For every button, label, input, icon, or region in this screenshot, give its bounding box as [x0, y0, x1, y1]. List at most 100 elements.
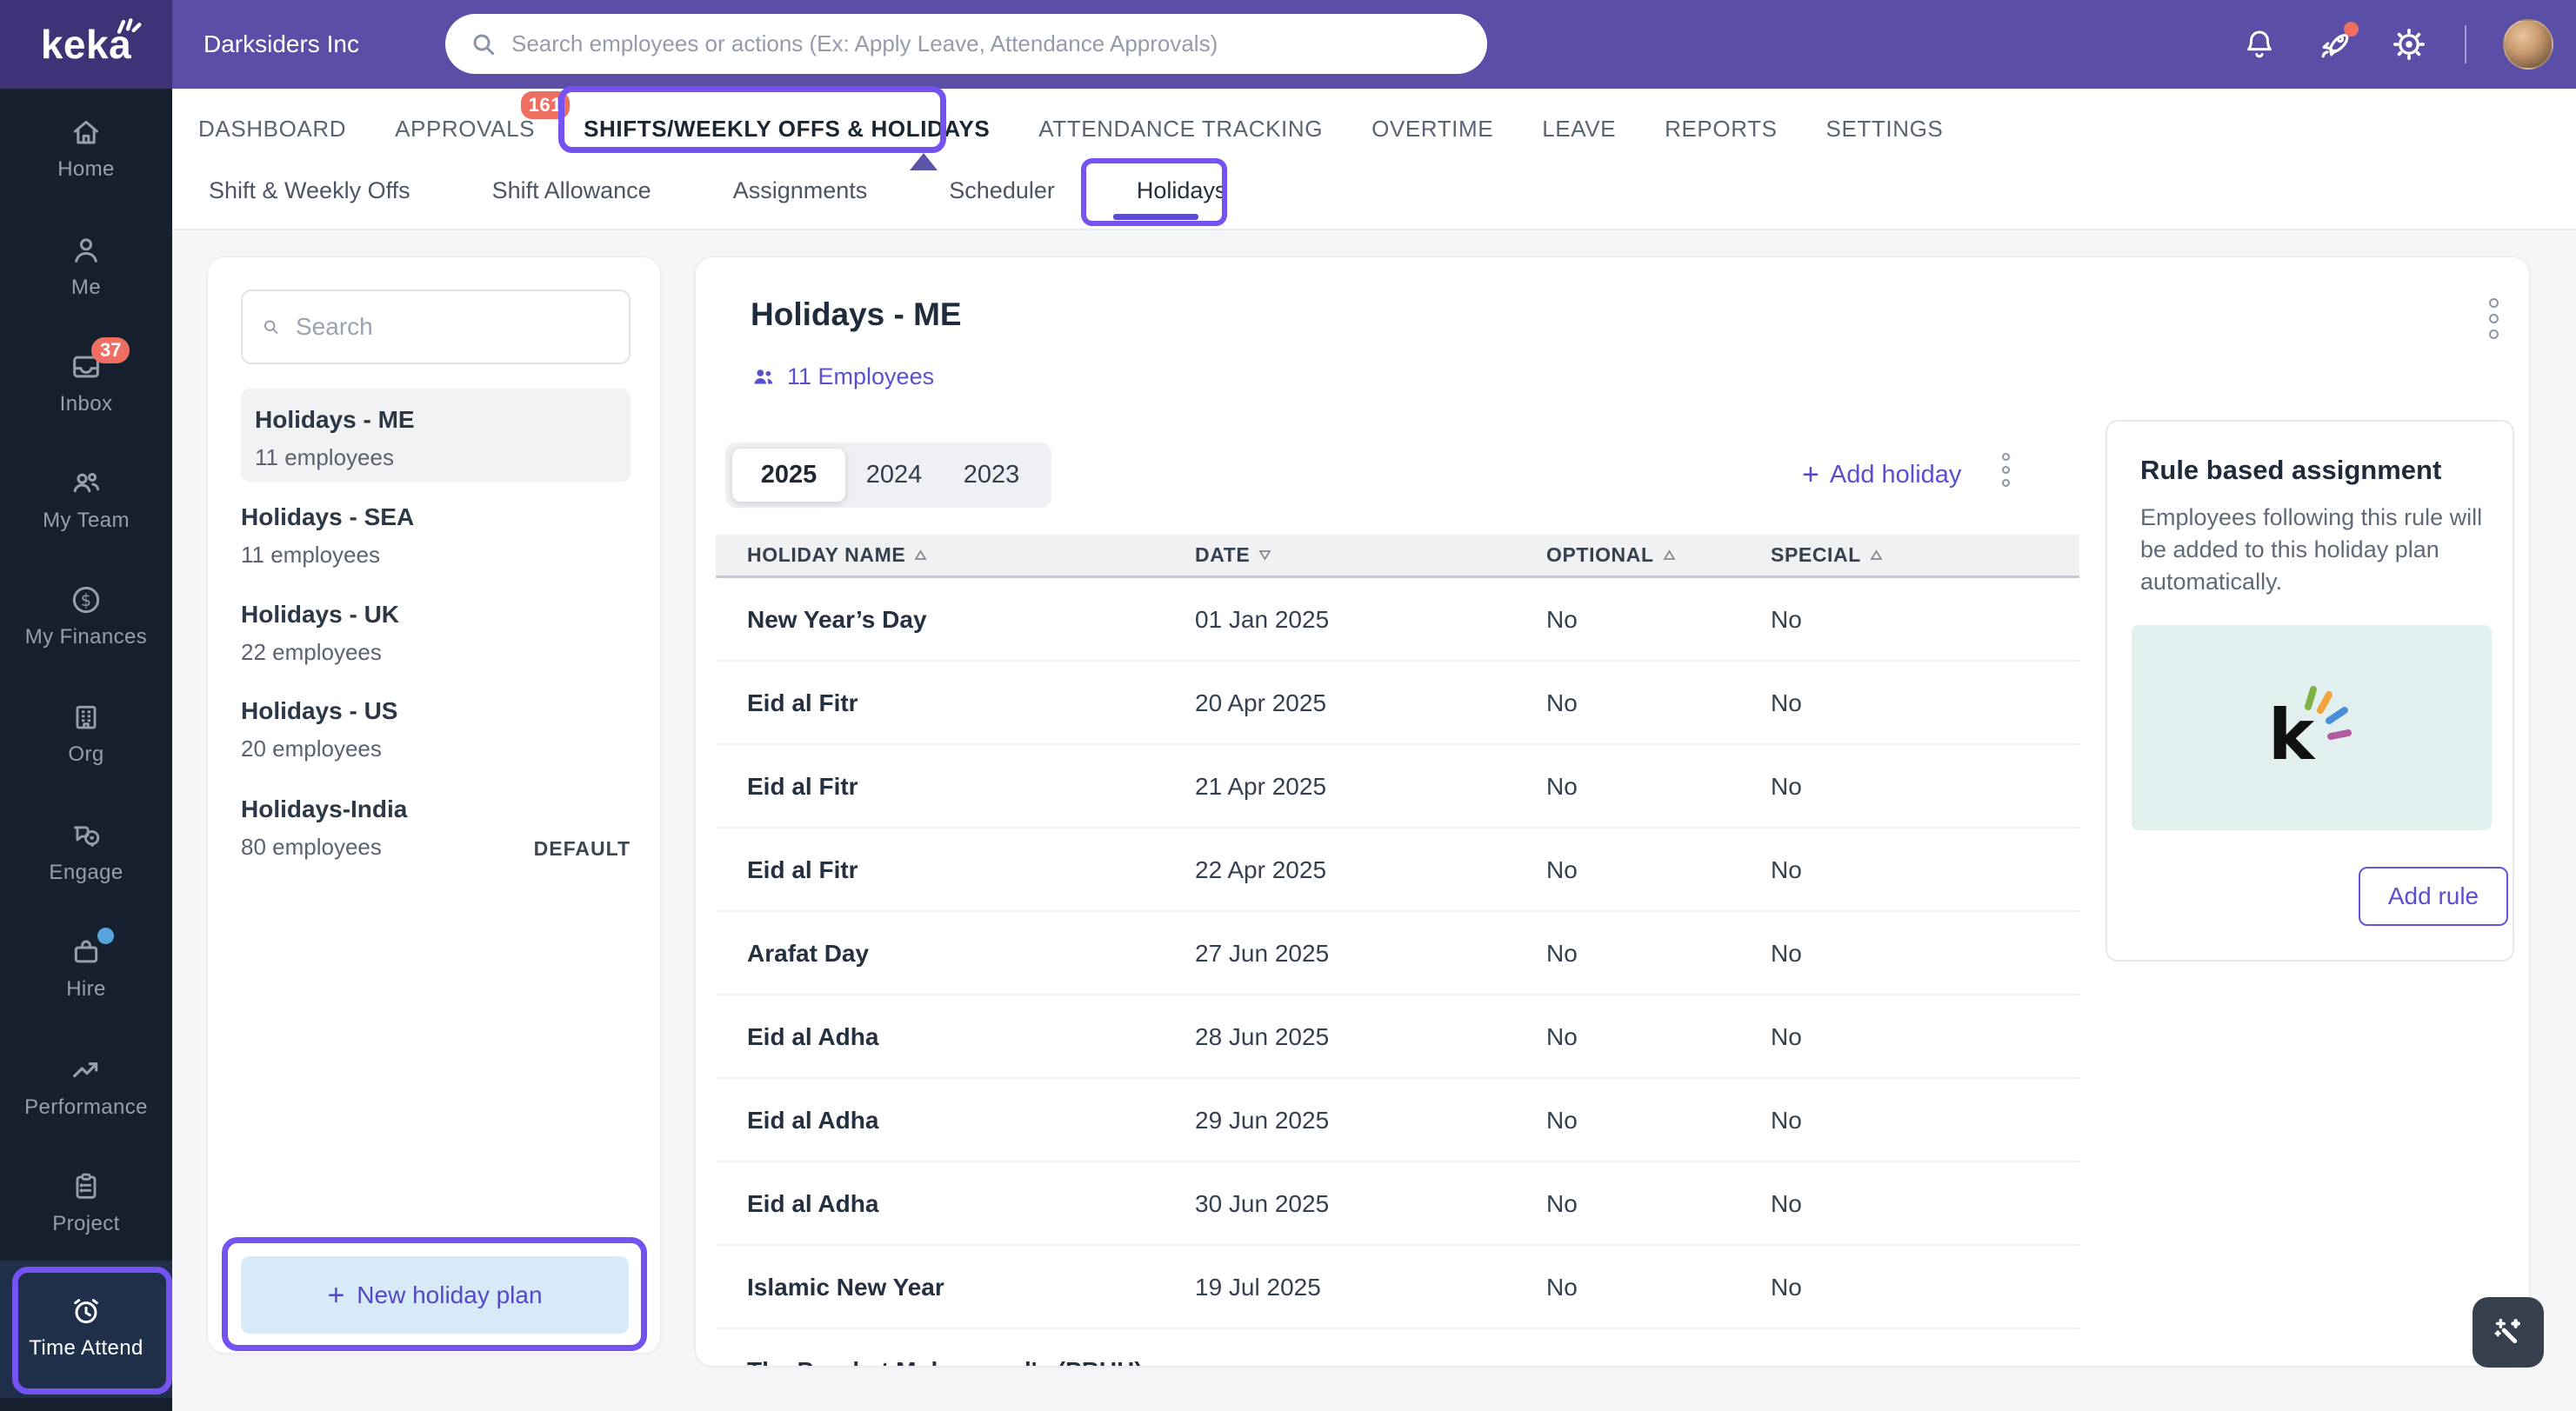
module-navbar: DASHBOARD APPROVALS 161 SHIFTS/WEEKLY OF…: [172, 89, 2576, 230]
sub-tabs: Shift & Weekly Offs Shift Allowance Assi…: [209, 163, 1226, 217]
plans-search[interactable]: [241, 290, 631, 364]
tab-approvals[interactable]: APPROVALS 161: [395, 90, 571, 143]
year-tab-2023[interactable]: 2023: [963, 461, 1020, 489]
notifications-bell-icon[interactable]: [2240, 25, 2279, 63]
tab-attendance-tracking[interactable]: ATTENDANCE TRACKING: [1038, 115, 1324, 142]
column-header-date[interactable]: DATE: [1195, 535, 1271, 576]
subtab-holidays[interactable]: Holidays: [1136, 176, 1227, 203]
topbar-divider: [2465, 25, 2466, 63]
sidebar-item-time-attend[interactable]: Time Attend: [0, 1294, 172, 1361]
sidebar-item-label: Hire: [66, 977, 106, 1001]
new-holiday-plan-button[interactable]: + New holiday plan: [241, 1256, 629, 1334]
employees-count-link[interactable]: 11 Employees: [751, 363, 934, 390]
user-avatar[interactable]: [2503, 19, 2553, 70]
keka-spark-icon: [117, 18, 142, 34]
rule-card-title: Rule based assignment: [2140, 455, 2442, 485]
sidebar-item-performance[interactable]: Performance: [0, 1053, 172, 1120]
sidebar-item-label: Project: [52, 1212, 120, 1235]
column-header-optional[interactable]: OPTIONAL: [1546, 535, 1676, 576]
sidebar-item-home[interactable]: Home: [0, 115, 172, 182]
sidebar-item-project[interactable]: Project: [0, 1169, 172, 1236]
rule-based-assignment-card: Rule based assignment Employees followin…: [2106, 420, 2514, 962]
table-row[interactable]: Eid al Adha 28 Jun 2025 No No: [716, 995, 2079, 1079]
subtab-shift-allowance[interactable]: Shift Allowance: [491, 176, 651, 203]
sort-asc-icon: [914, 549, 927, 560]
holiday-list-more-options-kebab[interactable]: [2002, 450, 2010, 489]
sidebar-item-my-finances[interactable]: $ My Finances: [0, 582, 172, 649]
plan-item-holidays-me[interactable]: Holidays - ME 11 employees: [241, 389, 631, 482]
sort-asc-icon: [1663, 549, 1676, 560]
time-attend-clock-icon: [69, 1294, 103, 1328]
sidebar-item-my-team[interactable]: My Team: [0, 466, 172, 533]
plans-search-input[interactable]: [296, 313, 610, 341]
year-tab-2025[interactable]: 2025: [732, 449, 845, 502]
org-building-icon: [69, 700, 103, 735]
project-clipboard-icon: [69, 1169, 103, 1204]
table-row[interactable]: Arafat Day 27 Jun 2025 No No: [716, 912, 2079, 995]
sidebar-item-label: Engage: [49, 861, 123, 884]
plan-item-holidays-uk[interactable]: Holidays - UK 22 employees: [241, 601, 400, 665]
global-search[interactable]: [445, 14, 1487, 74]
sidebar-item-label: My Finances: [24, 625, 148, 649]
column-header-special[interactable]: SPECIAL: [1771, 535, 1883, 576]
company-name: Darksiders Inc: [204, 30, 359, 57]
holidays-table: HOLIDAY NAME DATE OPTIONAL SPECIAL New Y: [716, 535, 2079, 1366]
sidebar-item-label: Inbox: [59, 392, 113, 416]
main-tabs: DASHBOARD APPROVALS 161 SHIFTS/WEEKLY OF…: [198, 89, 1943, 169]
whats-new-rocket-icon[interactable]: [2315, 22, 2359, 63]
plan-item-holidays-india[interactable]: Holidays-India 80 employees DEFAULT: [241, 795, 631, 860]
approvals-badge: 161: [520, 90, 571, 119]
tab-dashboard[interactable]: DASHBOARD: [198, 115, 347, 142]
tab-leave[interactable]: LEAVE: [1542, 115, 1617, 142]
keka-logo[interactable]: keka: [0, 0, 172, 89]
sidebar-item-inbox[interactable]: 37 Inbox: [0, 337, 172, 416]
inbox-icon: 37: [69, 337, 130, 384]
add-rule-button[interactable]: Add rule: [2359, 867, 2508, 926]
tab-settings[interactable]: SETTINGS: [1825, 115, 1944, 142]
add-holiday-button[interactable]: + Add holiday: [1802, 458, 1962, 491]
sidebar-item-engage[interactable]: Engage: [0, 818, 172, 885]
table-header-row: HOLIDAY NAME DATE OPTIONAL SPECIAL: [716, 535, 2079, 578]
finances-icon: $: [69, 582, 103, 617]
keka-mini-logo: k: [2268, 686, 2352, 775]
magic-wand-assistant-button[interactable]: [2473, 1297, 2544, 1368]
inbox-badge: 37: [91, 337, 130, 363]
magic-wand-icon: [2494, 1318, 2520, 1343]
active-tab-caret: [910, 153, 938, 170]
default-plan-tag: DEFAULT: [533, 837, 631, 860]
table-row-clipped[interactable]: The Prophet Muhammad's (PBUH): [716, 1329, 2079, 1366]
year-segmented-control: 2025 2024 2023: [725, 443, 1051, 508]
subtab-scheduler[interactable]: Scheduler: [949, 176, 1055, 203]
global-search-input[interactable]: [511, 30, 1463, 57]
column-header-holiday-name[interactable]: HOLIDAY NAME: [747, 535, 927, 576]
sidebar-item-label: Me: [70, 276, 102, 299]
content-area: Holidays - ME 11 employees Holidays - SE…: [172, 230, 2576, 1411]
engage-chat-icon: [69, 818, 103, 853]
table-row[interactable]: Eid al Adha 29 Jun 2025 No No: [716, 1079, 2079, 1162]
page-title: Holidays - ME: [751, 296, 962, 332]
settings-gear-icon[interactable]: [2390, 25, 2428, 63]
table-row[interactable]: New Year’s Day 01 Jan 2025 No No: [716, 578, 2079, 662]
tab-shifts-weekly-offs-holidays[interactable]: SHIFTS/WEEKLY OFFS & HOLIDAYS: [584, 115, 991, 142]
holidays-detail-panel: Holidays - ME 11 Employees 2025 2024 202…: [695, 256, 2530, 1367]
sidebar-item-me[interactable]: Me: [0, 233, 172, 300]
table-row[interactable]: Eid al Fitr 21 Apr 2025 No No: [716, 745, 2079, 829]
sidebar: Home Me 37 Inbox My Team: [0, 89, 172, 1411]
subtab-shift-weekly-offs[interactable]: Shift & Weekly Offs: [209, 176, 410, 203]
svg-text:$: $: [81, 590, 91, 610]
table-row[interactable]: Eid al Adha 30 Jun 2025 No No: [716, 1162, 2079, 1246]
plan-item-holidays-us[interactable]: Holidays - US 20 employees: [241, 697, 398, 762]
sidebar-item-hire[interactable]: Hire: [0, 928, 172, 1002]
tab-overtime[interactable]: OVERTIME: [1371, 115, 1494, 142]
rule-card-description: Employees following this rule will be ad…: [2140, 504, 2483, 595]
panel-more-options-kebab[interactable]: [2489, 295, 2499, 342]
rule-card-illustration: k: [2132, 625, 2492, 830]
subtab-assignments[interactable]: Assignments: [732, 176, 868, 203]
year-tab-2024[interactable]: 2024: [865, 461, 923, 489]
table-row[interactable]: Eid al Fitr 22 Apr 2025 No No: [716, 829, 2079, 912]
sidebar-item-org[interactable]: Org: [0, 700, 172, 767]
plan-item-holidays-sea[interactable]: Holidays - SEA 11 employees: [241, 503, 415, 568]
tab-reports[interactable]: REPORTS: [1665, 115, 1778, 142]
table-row[interactable]: Islamic New Year 19 Jul 2025 No No: [716, 1246, 2079, 1329]
table-row[interactable]: Eid al Fitr 20 Apr 2025 No No: [716, 662, 2079, 745]
